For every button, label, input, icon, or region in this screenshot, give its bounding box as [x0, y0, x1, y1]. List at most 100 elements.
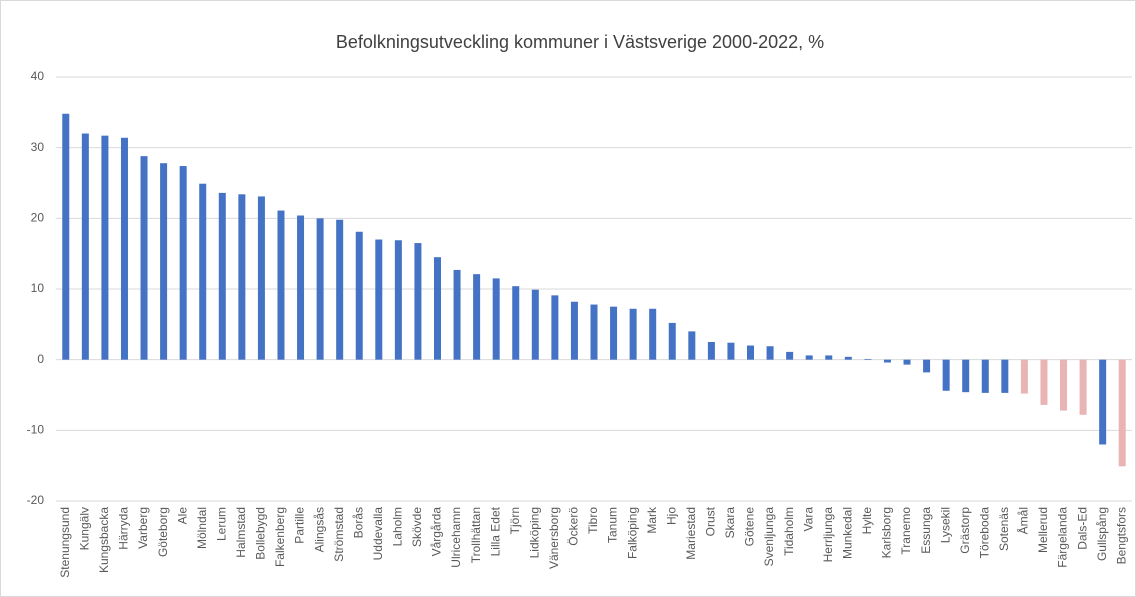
x-tick-label: Kungsbacka	[97, 507, 111, 573]
x-tick-label: Mellerud	[1036, 507, 1050, 553]
x-tick-label: Tjörn	[508, 507, 522, 534]
x-tick-label: Orust	[704, 506, 718, 536]
bar	[903, 359, 911, 365]
x-tick-label: Karlsborg	[880, 507, 894, 558]
x-tick-label: Hylte	[860, 507, 874, 535]
x-tick-label: Skövde	[410, 507, 424, 547]
x-tick-label: Vara	[801, 507, 815, 532]
y-tick-label: 30	[31, 140, 45, 154]
x-tick-label: Strömstad	[332, 507, 346, 562]
bar	[336, 219, 344, 360]
bar	[199, 183, 207, 360]
bar	[825, 355, 833, 360]
bar	[453, 269, 461, 360]
bar	[747, 345, 755, 360]
x-tick-label: Herrljunga	[821, 507, 835, 563]
x-tick-label: Vårgårda	[430, 507, 444, 557]
x-tick-label: Töreboda	[977, 507, 991, 559]
x-tick-label: Mark	[645, 506, 659, 534]
bar	[473, 274, 481, 360]
bar	[1079, 359, 1087, 415]
bar	[766, 346, 774, 360]
x-tick-label: Svenljunga	[762, 507, 776, 567]
x-tick-label: Borås	[351, 507, 365, 538]
bar	[707, 342, 715, 360]
bar	[1040, 359, 1048, 405]
x-tick-label: Dals-Ed	[1075, 507, 1089, 550]
bar	[81, 133, 89, 360]
x-tick-label: Essunga	[919, 507, 933, 554]
x-tick-label: Öckerö	[567, 507, 581, 546]
bar	[786, 351, 794, 360]
x-tick-label: Tranemo	[899, 507, 913, 555]
bar	[551, 295, 559, 360]
bar	[316, 218, 324, 360]
x-tick-label: Härryda	[117, 507, 131, 550]
bar	[923, 359, 931, 373]
x-tick-label: Halmstad	[234, 507, 248, 558]
bar	[649, 308, 657, 360]
bar	[805, 355, 813, 360]
bar	[962, 359, 970, 393]
bar	[160, 163, 168, 360]
y-tick-label: -20	[27, 493, 45, 507]
bar	[120, 137, 128, 360]
bar	[864, 358, 872, 360]
bar	[512, 286, 520, 360]
bar	[981, 359, 989, 393]
bar	[1118, 359, 1126, 467]
x-tick-label: Tidaholm	[782, 507, 796, 556]
y-tick-label: -10	[27, 423, 45, 437]
x-tick-label: Falköping	[625, 507, 639, 559]
x-tick-label: Bengtsfors	[1114, 507, 1128, 564]
bar	[590, 304, 598, 360]
bar	[492, 278, 500, 360]
y-tick-label: 10	[31, 281, 45, 295]
x-tick-label: Gullspång	[1095, 507, 1109, 561]
bar	[140, 156, 148, 360]
bar	[179, 166, 187, 360]
bar	[727, 342, 735, 360]
x-tick-label: Mariestad	[684, 507, 698, 560]
bar	[883, 359, 891, 363]
bar	[688, 331, 696, 360]
x-tick-label: Kungälv	[78, 507, 92, 550]
bar	[1060, 359, 1068, 411]
bar	[668, 322, 676, 360]
x-tick-label: Varberg	[136, 507, 150, 549]
y-tick-label: 40	[31, 69, 45, 83]
x-tick-label: Laholm	[391, 507, 405, 546]
bar	[942, 359, 950, 391]
x-tick-label: Uddevalla	[371, 507, 385, 561]
x-tick-label: Skara	[723, 507, 737, 539]
x-tick-label: Alingsås	[312, 507, 326, 552]
bar	[433, 257, 441, 360]
bar	[101, 135, 109, 360]
x-tick-label: Stenungsund	[58, 507, 72, 578]
x-tick-label: Falkenberg	[273, 507, 287, 567]
x-tick-label: Tibro	[586, 507, 600, 534]
bar	[277, 210, 285, 360]
bar	[1001, 359, 1009, 393]
bar	[414, 243, 422, 360]
x-tick-label: Grästorp	[958, 507, 972, 554]
x-tick-label: Göteborg	[156, 507, 170, 557]
bar	[218, 192, 226, 360]
x-tick-label: Ulricehamn	[449, 507, 463, 568]
bar	[844, 356, 852, 360]
bar	[1020, 359, 1028, 394]
x-tick-label: Lerum	[214, 507, 228, 541]
x-tick-label: Sotenäs	[997, 507, 1011, 551]
y-tick-label: 0	[37, 352, 44, 366]
bar	[531, 289, 539, 360]
bar	[394, 240, 402, 360]
bar	[610, 306, 618, 360]
bar	[629, 308, 637, 360]
x-tick-label: Lilla Edet	[488, 506, 502, 556]
x-tick-label: Lysekil	[938, 507, 952, 543]
bar	[238, 194, 246, 360]
x-tick-label: Mölndal	[195, 507, 209, 549]
